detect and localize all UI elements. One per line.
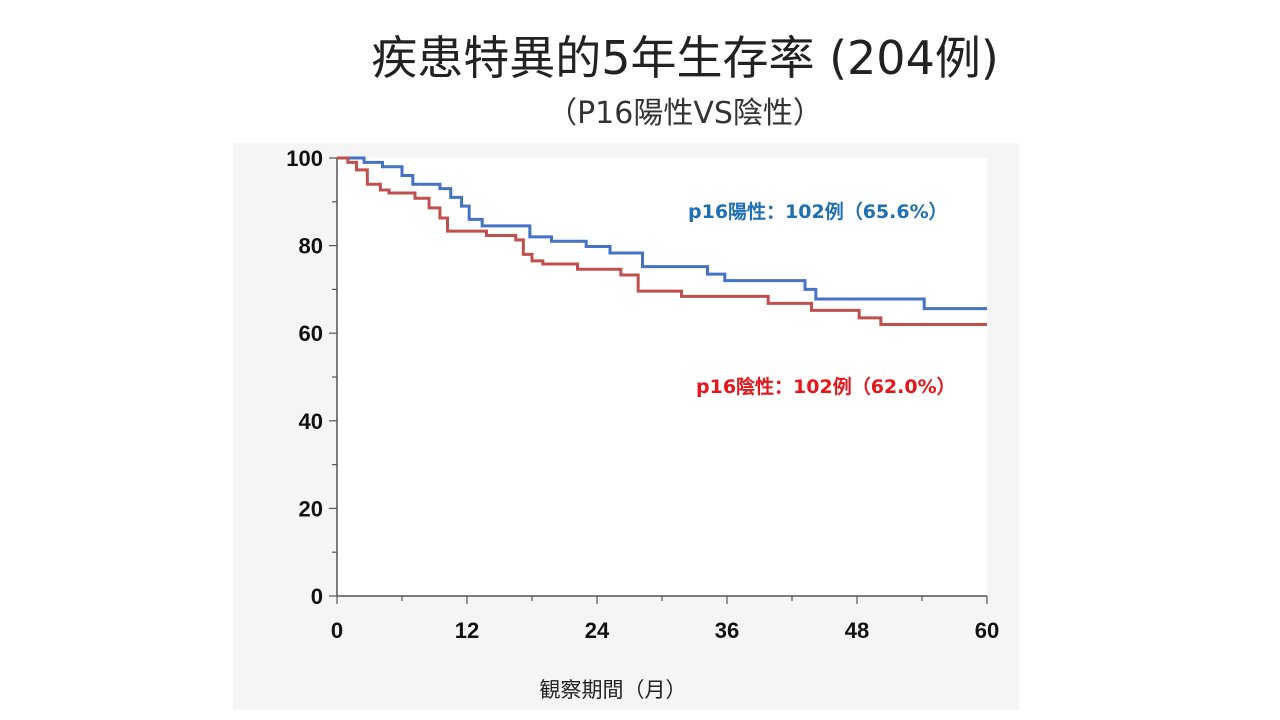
y-tick-label: 80 [299,234,323,259]
page-title: 疾患特異的5年生存率 (204例) [371,31,999,85]
page-subtitle: （P16陽性VS陰性） [547,96,823,131]
x-tick-label: 12 [455,618,479,643]
y-tick-label: 100 [286,146,323,171]
chart-panel: 0 20 40 60 80 100 0 12 24 36 48 60 p16陽性：102例（65.6%）… [233,143,1019,710]
y-tick-label: 40 [299,409,323,434]
x-tick-label: 60 [975,618,999,643]
annotation-p16-negative: p16陰性：102例（62.0%） [696,375,956,398]
survival-chart: 0 20 40 60 80 100 0 12 24 36 48 60 p16陽性：102例（65.6%）… [286,146,999,702]
series-line-p16-negative [337,156,987,326]
y-tick-label: 60 [299,321,323,346]
y-tick-label: 20 [299,496,323,521]
x-axis-label: 観察期間（月） [540,678,687,702]
y-tick-label: 0 [311,584,323,609]
x-tick-label: 24 [585,618,610,643]
x-tick-label: 0 [331,618,343,643]
plot-area [337,158,987,596]
annotation-p16-positive: p16陽性：102例（65.6%） [688,200,948,223]
series-line-p16-positive [337,156,987,311]
x-tick-label: 48 [845,618,869,643]
x-tick-label: 36 [715,618,739,643]
